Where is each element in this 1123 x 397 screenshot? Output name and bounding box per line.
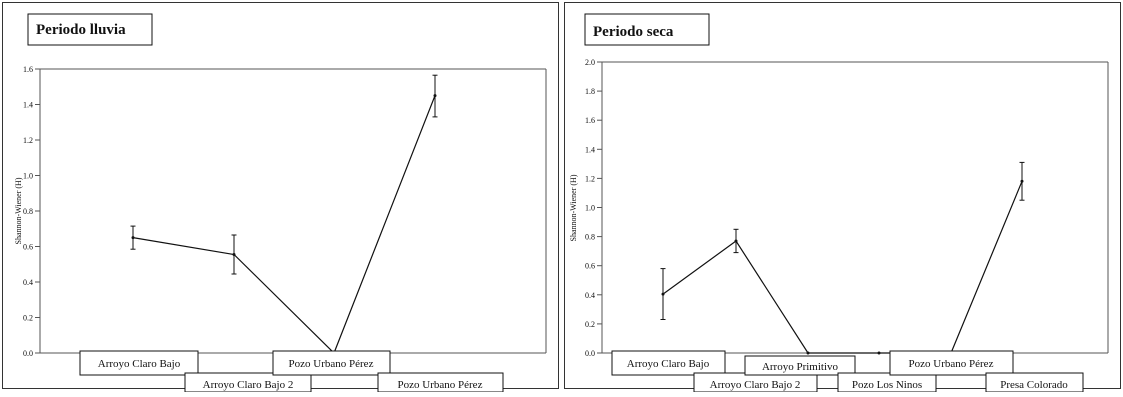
data-point <box>877 351 881 355</box>
series-line <box>132 95 436 355</box>
y-tick-label: 1.8 <box>585 87 595 96</box>
y-tick-label: 0.0 <box>23 349 33 358</box>
y-tick-label: 2.0 <box>585 58 595 67</box>
y-tick-label: 0.8 <box>585 233 595 242</box>
y-tick-label: 1.2 <box>585 174 595 183</box>
chart-lluvia-title-box <box>27 13 153 46</box>
y-tick-label: 0.4 <box>585 291 595 300</box>
data-point <box>232 253 236 256</box>
data-point <box>1020 179 1024 183</box>
chart-lluvia-title: Periodo lluvia <box>36 22 126 38</box>
data-point <box>661 292 665 296</box>
category-box <box>79 350 199 376</box>
y-tick-label: 0.2 <box>23 314 33 323</box>
category-label: Arroyo Claro Bajo 2 <box>203 379 294 391</box>
y-tick-label: 0.6 <box>585 262 595 271</box>
category-label: Presa Colorado <box>1000 379 1068 391</box>
chart-seca-title-box <box>584 13 710 46</box>
y-tick-label: 1.2 <box>23 136 33 145</box>
y-tick-label: 0.2 <box>585 320 595 329</box>
chart-seca-y-axis-label: Shannon-Wiener (H) <box>569 174 578 241</box>
y-tick-label: 0.0 <box>585 349 595 358</box>
y-tick-label: 0.8 <box>23 207 33 216</box>
y-tick-label: 1.6 <box>23 65 33 74</box>
y-tick-label: 1.4 <box>23 101 33 110</box>
category-label: Arroyo Claro Bajo 2 <box>710 379 801 391</box>
chart-seca-frame <box>564 2 1121 389</box>
y-tick-label: 1.0 <box>585 204 595 213</box>
chart-lluvia-ticks: 0.0 0.2 0.4 0.6 0.8 1.0 1.2 1.4 1.6 <box>23 65 40 358</box>
category-box <box>272 350 391 376</box>
category-label: Pozo Urbano Pérez <box>909 358 994 370</box>
chart-lluvia-frame <box>2 2 559 389</box>
chart-seca-title: Periodo seca <box>593 24 674 40</box>
category-box <box>611 350 726 376</box>
category-label: Pozo Urbano Pérez <box>398 379 483 391</box>
data-point <box>131 236 135 240</box>
chart-lluvia-categories: Arroyo Claro Bajo Arroyo Claro Bajo 2 Po… <box>79 350 504 393</box>
y-tick-label: 1.0 <box>23 172 33 181</box>
chart-lluvia-series <box>130 74 438 355</box>
y-tick-label: 1.4 <box>585 145 595 154</box>
chart-seca-ticks: 0.0 0.2 0.4 0.6 0.8 1.0 1.2 1.4 1.6 1.8 … <box>585 58 602 358</box>
chart-lluvia-y-axis-label: Shannon-Wiener (H) <box>14 177 23 244</box>
category-label: Arroyo Claro Bajo <box>627 358 710 370</box>
category-label: Arroyo Claro Bajo <box>98 358 181 370</box>
y-tick-label: 1.6 <box>585 116 595 125</box>
category-label: Pozo Urbano Pérez <box>289 358 374 370</box>
category-box <box>889 350 1014 376</box>
data-point <box>806 351 810 355</box>
y-tick-label: 0.6 <box>23 243 33 252</box>
category-label: Pozo Los Ninos <box>852 379 922 391</box>
data-point <box>433 94 437 98</box>
category-box <box>744 355 856 376</box>
data-point <box>734 239 738 243</box>
series-line <box>662 181 1023 354</box>
y-tick-label: 0.4 <box>23 278 33 287</box>
category-label: Arroyo Primitivo <box>762 361 839 373</box>
